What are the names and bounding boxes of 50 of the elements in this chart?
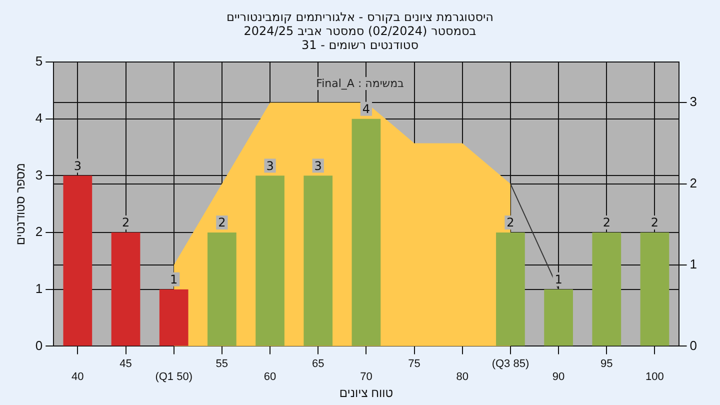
chart-title: היסטוגרמת ציונים בקורס - אלגוריתמים קומבינטוריים	[225, 10, 495, 24]
y2-tick-label: 1	[690, 256, 698, 272]
bar	[640, 232, 670, 346]
bar	[544, 289, 573, 346]
y2-tick-label: 0	[690, 338, 698, 353]
y2-tick-label: 3	[690, 94, 698, 110]
bar	[159, 289, 188, 346]
data-label: 2	[602, 216, 610, 230]
y-axis-title: מספר סטודנטים	[14, 163, 28, 246]
x-axis-title: טווח ציונים	[339, 386, 394, 400]
x-tick-label: (Q1 50)	[155, 371, 192, 384]
data-label: 4	[362, 102, 370, 116]
x-tick-label: 80	[456, 371, 468, 384]
x-tick-label: 55	[216, 358, 228, 370]
data-label: 2	[218, 216, 226, 230]
x-tick-label: 100	[646, 371, 664, 384]
x-tick-label: (Q3 85)	[492, 358, 530, 370]
data-label: 3	[314, 158, 322, 173]
y-tick-label: 4	[35, 110, 43, 126]
data-label: 3	[74, 158, 82, 173]
bar	[592, 232, 622, 346]
bar	[496, 232, 525, 346]
x-tick-label: 45	[120, 358, 132, 370]
x-tick-label: 90	[552, 371, 565, 384]
y-tick-label: 5	[35, 54, 43, 69]
data-label: 1	[554, 272, 562, 286]
x-tick-label: 60	[264, 371, 276, 384]
bar	[256, 176, 284, 346]
y-tick-label: 0	[35, 338, 43, 353]
x-tick-label: 95	[600, 358, 613, 370]
bar	[111, 232, 140, 346]
bar	[63, 176, 92, 346]
x-tick-label: 70	[360, 371, 372, 384]
y-tick-label: 2	[35, 224, 43, 240]
x-tick-label: 65	[312, 358, 324, 370]
y-tick-label: 1	[35, 280, 43, 296]
chart-subtitle: בסמסטר (02/2024) סמסטר אביב 2024/25 סטודנטים רשומים - 31	[242, 24, 478, 52]
data-label: 2	[122, 216, 130, 230]
y2-tick-label: 2	[690, 175, 698, 190]
x-tick-label: 40	[72, 371, 84, 384]
data-label: 2	[506, 216, 514, 230]
bar	[304, 176, 333, 346]
data-label: 1	[170, 272, 178, 286]
bar	[352, 118, 381, 346]
bar	[208, 232, 236, 346]
x-tick-label: 75	[408, 358, 420, 370]
y-tick-label: 3	[35, 167, 43, 182]
data-label: 2	[650, 216, 659, 230]
data-label: 3	[266, 158, 274, 173]
annotation: במשימה : Final_A	[314, 77, 406, 90]
